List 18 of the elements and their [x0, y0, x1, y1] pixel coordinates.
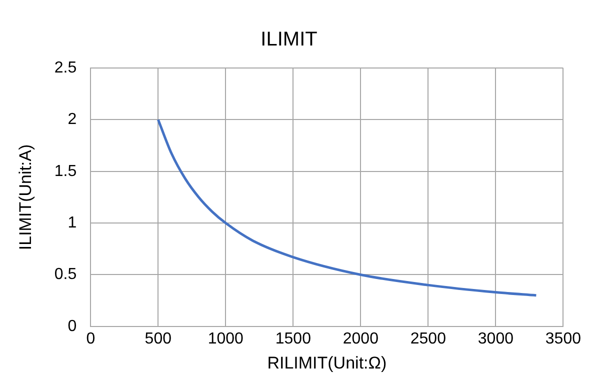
x-tick-label: 3500: [545, 330, 582, 348]
y-tick-label: 2: [68, 111, 77, 128]
y-tick-label: 0: [68, 318, 77, 335]
y-tick-label: 1: [68, 214, 77, 232]
line-series: [156, 118, 538, 297]
y-tick-label: 2.5: [54, 59, 77, 76]
y-tick-label: 0.5: [54, 266, 77, 284]
x-tick-label: 500: [144, 330, 172, 348]
x-tick-label: 3000: [478, 330, 514, 348]
y-tick-label: 1.5: [54, 162, 77, 180]
x-axis-title: RILIMIT(Unit:Ω): [267, 353, 387, 372]
x-tick-label: 2500: [410, 330, 446, 348]
x-tick-label: 0: [86, 330, 96, 348]
x-tick-label: 2000: [342, 330, 379, 348]
x-tick-label: 1000: [208, 330, 244, 348]
chart-title: ILIMIT: [260, 28, 318, 51]
x-tick-label: 1500: [275, 330, 312, 348]
y-axis-title: ILIMIT(Unit:A): [16, 144, 35, 250]
